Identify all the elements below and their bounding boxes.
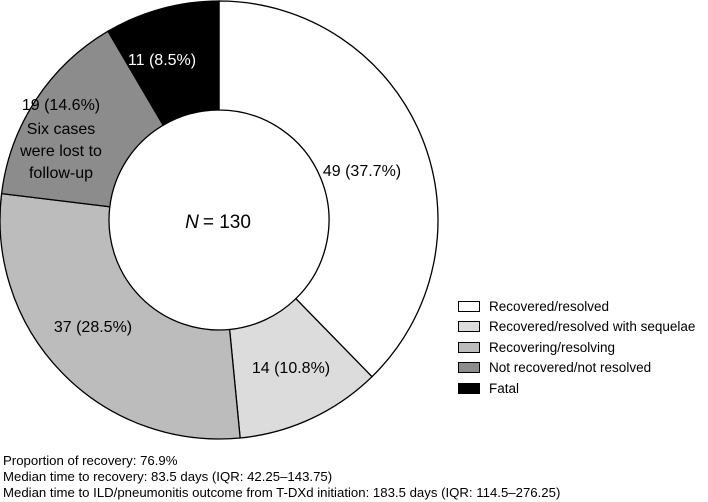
donut-slice: [0, 30, 165, 208]
note-median-outcome-time: Median time to ILD/pneumonitis outcome f…: [3, 485, 561, 500]
legend-swatch: [458, 362, 480, 374]
donut-slice: [107, 0, 220, 127]
legend-item: Not recovered/not resolved: [458, 358, 695, 379]
slice-labels: 49 (37.7%) 14 (10.8%) 37 (28.5%) 19 (14.6%)…: [19, 52, 401, 377]
slice-annotation: Six cases: [27, 121, 95, 138]
slice-value-label: 37 (28.5%): [54, 319, 132, 336]
slice-value-label: 14 (10.8%): [252, 360, 330, 377]
legend-label: Fatal: [489, 380, 520, 396]
slice-value-label: 49 (37.7%): [323, 163, 401, 180]
legend-label: Recovered/resolved: [489, 298, 610, 314]
slice-annotation: were lost to: [19, 143, 102, 160]
summary-notes: Proportion of recovery: 76.9% Median tim…: [3, 453, 560, 501]
legend-item: Recovered/resolved: [458, 296, 695, 317]
note-median-recovery-time: Median time to recovery: 83.5 days (IQR:…: [3, 469, 333, 484]
center-total-prefix: N: [185, 212, 199, 233]
legend-label: Recovering/resolving: [489, 339, 616, 355]
center-total-value: = 130: [203, 212, 251, 233]
slice-annotation: follow-up: [29, 165, 93, 182]
legend-swatch: [458, 300, 480, 312]
donut-slice: [218, 0, 439, 378]
legend-item: Recovered/resolved with sequelae: [458, 317, 695, 338]
legend-swatch: [458, 321, 480, 333]
legend-label: Not recovered/not resolved: [489, 360, 652, 376]
note-recovery-proportion: Proportion of recovery: 76.9%: [3, 453, 178, 468]
legend: Recovered/resolved Recovered/resolved wi…: [458, 296, 695, 399]
legend-item: Recovering/resolving: [458, 337, 695, 358]
donut-slice: [0, 192, 241, 440]
legend-item: Fatal: [458, 378, 695, 399]
legend-label: Recovered/resolved with sequelae: [489, 319, 696, 335]
legend-swatch: [458, 382, 480, 394]
center-total-label: N = 130: [185, 212, 251, 233]
slice-value-label: 11 (8.5%): [128, 52, 196, 69]
donut-slices: [0, 0, 439, 440]
donut-chart: 49 (37.7%) 14 (10.8%) 37 (28.5%) 19 (14.6%)…: [0, 0, 439, 440]
legend-swatch: [458, 341, 480, 353]
slice-value-label: 19 (14.6%): [22, 97, 100, 114]
